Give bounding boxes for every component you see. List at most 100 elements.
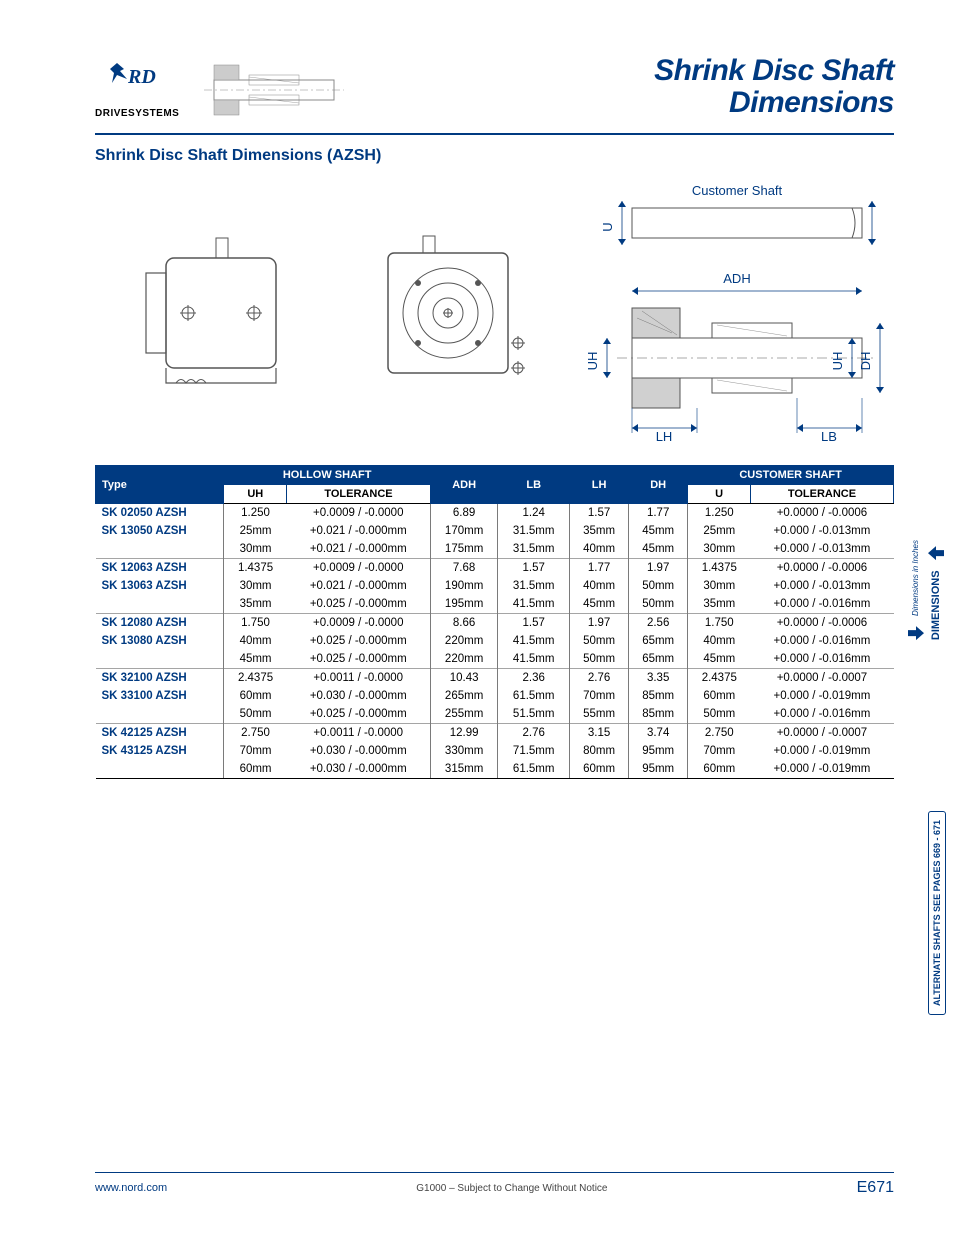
cell-tol: +0.0009 / -0.0000 <box>287 614 431 633</box>
label-dh: DH <box>858 352 873 371</box>
cell-lb: 41.5mm <box>498 632 570 650</box>
cell-u: 50mm <box>688 705 751 724</box>
cell-uh: 60mm <box>224 760 287 779</box>
table-row: SK 13063 AZSH30mm+0.021 / -0.000mm190mm3… <box>96 577 894 595</box>
cell-lh: 2.76 <box>570 669 629 688</box>
side-small: Dimensions in Inches <box>911 540 920 616</box>
cell-tol: +0.025 / -0.000mm <box>287 705 431 724</box>
cell-lh: 1.97 <box>570 614 629 633</box>
label-adh: ADH <box>723 271 750 286</box>
page-footer: www.nord.com G1000 – Subject to Change W… <box>95 1172 894 1197</box>
label-lh: LH <box>655 429 672 443</box>
cell-type: SK 13063 AZSH <box>96 577 224 595</box>
side-tab-dimensions: Dimensions in Inches DIMENSIONS <box>906 540 946 643</box>
label-lb: LB <box>821 429 837 443</box>
table-row: SK 12080 AZSH1.750+0.0009 / -0.00008.661… <box>96 614 894 633</box>
cell-lh: 70mm <box>570 687 629 705</box>
cell-u: 25mm <box>688 522 751 540</box>
cell-type: SK 13080 AZSH <box>96 632 224 650</box>
cell-u: 60mm <box>688 687 751 705</box>
cell-dh: 45mm <box>629 522 688 540</box>
th-lh: LH <box>570 466 629 504</box>
cell-u: 30mm <box>688 577 751 595</box>
cell-adh: 12.99 <box>430 724 498 743</box>
diagrams-row: Customer Shaft U ADH <box>95 183 894 443</box>
cell-lb: 31.5mm <box>498 577 570 595</box>
th-utol: TOLERANCE <box>750 485 893 504</box>
cell-uh: 1.4375 <box>224 559 287 578</box>
cell-utol: +0.000 / -0.016mm <box>750 705 893 724</box>
table-row: 60mm+0.030 / -0.000mm315mm61.5mm60mm95mm… <box>96 760 894 779</box>
cell-type: SK 32100 AZSH <box>96 669 224 688</box>
cell-utol: +0.0000 / -0.0007 <box>750 724 893 743</box>
cell-dh: 2.56 <box>629 614 688 633</box>
cell-dh: 45mm <box>629 540 688 559</box>
cell-u: 1.250 <box>688 504 751 523</box>
cell-dh: 65mm <box>629 650 688 669</box>
cell-type <box>96 650 224 669</box>
th-u: U <box>688 485 751 504</box>
cell-adh: 190mm <box>430 577 498 595</box>
cell-lh: 45mm <box>570 595 629 614</box>
title-line-2: Dimensions <box>654 87 894 119</box>
th-tol: TOLERANCE <box>287 485 431 504</box>
diagram-housing-front <box>95 228 337 398</box>
cell-tol: +0.0011 / -0.0000 <box>287 669 431 688</box>
cell-lh: 35mm <box>570 522 629 540</box>
cell-adh: 330mm <box>430 742 498 760</box>
th-hollow: HOLLOW SHAFT <box>224 466 430 485</box>
label-uh-right: UH <box>830 352 845 371</box>
cell-tol: +0.025 / -0.000mm <box>287 595 431 614</box>
cell-utol: +0.000 / -0.019mm <box>750 742 893 760</box>
cell-adh: 6.89 <box>430 504 498 523</box>
table-body: SK 02050 AZSH1.250+0.0009 / -0.00006.891… <box>96 504 894 779</box>
cell-type <box>96 540 224 559</box>
diagram-housing-side <box>337 228 579 398</box>
section-title: Shrink Disc Shaft Dimensions (AZSH) <box>95 147 894 165</box>
cell-utol: +0.000 / -0.013mm <box>750 522 893 540</box>
cell-tol: +0.021 / -0.000mm <box>287 522 431 540</box>
cell-lh: 40mm <box>570 540 629 559</box>
cell-lb: 41.5mm <box>498 595 570 614</box>
th-dh: DH <box>629 466 688 504</box>
cell-lb: 31.5mm <box>498 540 570 559</box>
cell-lb: 1.57 <box>498 614 570 633</box>
cell-tol: +0.021 / -0.000mm <box>287 540 431 559</box>
cell-lh: 1.57 <box>570 504 629 523</box>
cell-tol: +0.025 / -0.000mm <box>287 632 431 650</box>
cell-u: 35mm <box>688 595 751 614</box>
cell-lb: 41.5mm <box>498 650 570 669</box>
cell-uh: 40mm <box>224 632 287 650</box>
cell-utol: +0.000 / -0.016mm <box>750 650 893 669</box>
cell-utol: +0.0000 / -0.0006 <box>750 559 893 578</box>
cell-type: SK 43125 AZSH <box>96 742 224 760</box>
cell-lh: 50mm <box>570 650 629 669</box>
cell-tol: +0.025 / -0.000mm <box>287 650 431 669</box>
title-line-1: Shrink Disc Shaft <box>654 55 894 87</box>
cell-utol: +0.000 / -0.019mm <box>750 760 893 779</box>
cell-tol: +0.0009 / -0.0000 <box>287 559 431 578</box>
cell-dh: 3.74 <box>629 724 688 743</box>
cell-uh: 2.750 <box>224 724 287 743</box>
cell-uh: 2.4375 <box>224 669 287 688</box>
svg-text:RD: RD <box>127 66 156 88</box>
cell-utol: +0.000 / -0.016mm <box>750 595 893 614</box>
table-row: SK 33100 AZSH60mm+0.030 / -0.000mm265mm6… <box>96 687 894 705</box>
table-row: SK 13080 AZSH40mm+0.025 / -0.000mm220mm4… <box>96 632 894 650</box>
cell-adh: 10.43 <box>430 669 498 688</box>
cell-lh: 3.15 <box>570 724 629 743</box>
footer-mid: G1000 – Subject to Change Without Notice <box>416 1183 607 1194</box>
cell-type: SK 12080 AZSH <box>96 614 224 633</box>
table-row: 45mm+0.025 / -0.000mm220mm41.5mm50mm65mm… <box>96 650 894 669</box>
cell-lb: 2.76 <box>498 724 570 743</box>
cell-utol: +0.000 / -0.019mm <box>750 687 893 705</box>
cell-dh: 50mm <box>629 595 688 614</box>
page-title: Shrink Disc Shaft Dimensions <box>654 55 894 118</box>
header-shaft-icon <box>204 55 344 125</box>
cell-lh: 55mm <box>570 705 629 724</box>
table-header: Type HOLLOW SHAFT ADH LB LH DH CUSTOMER … <box>96 466 894 504</box>
cell-adh: 8.66 <box>430 614 498 633</box>
table-row: SK 02050 AZSH1.250+0.0009 / -0.00006.891… <box>96 504 894 523</box>
label-uh-left: UH <box>585 352 600 371</box>
cell-u: 1.750 <box>688 614 751 633</box>
